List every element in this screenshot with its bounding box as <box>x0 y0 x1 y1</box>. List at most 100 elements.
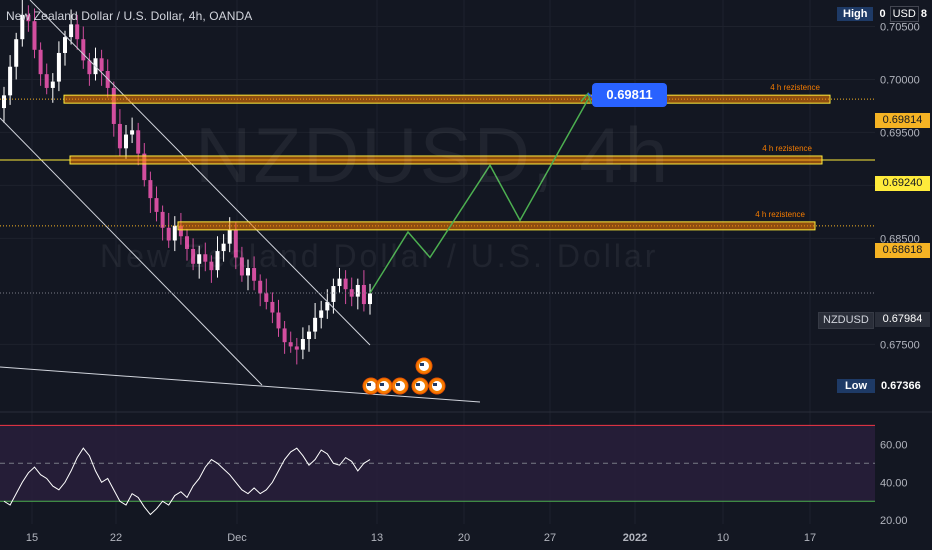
high-suffix: 8 <box>920 8 927 20</box>
candle-body <box>252 268 257 281</box>
candle-body <box>124 134 128 149</box>
candle-body <box>319 310 324 318</box>
last-price-tag: 0.67984 <box>875 312 930 327</box>
candle-body <box>361 284 366 305</box>
candle-body <box>160 211 165 228</box>
candle-body <box>172 225 177 241</box>
candle-body <box>209 261 214 271</box>
us-flag-canton <box>420 363 424 366</box>
candle-body <box>203 254 208 262</box>
us-flag-canton <box>433 383 437 386</box>
price-axis-tick: 0.67500 <box>880 339 920 351</box>
candle-body <box>87 60 92 75</box>
candle-body <box>111 87 116 124</box>
time-axis-tick: 17 <box>804 532 816 544</box>
candle-body <box>63 37 67 53</box>
candle-body <box>300 339 305 350</box>
us-flag-canton <box>367 383 371 386</box>
time-axis-tick: Dec <box>227 532 247 544</box>
candle-body <box>197 254 202 264</box>
candle-body <box>130 130 135 135</box>
candle-body <box>282 328 287 343</box>
candle-body <box>368 293 372 305</box>
candle-body <box>331 286 336 302</box>
high-value: 0 <box>873 7 888 21</box>
high-label: High <box>837 7 874 21</box>
time-axis-tick: 10 <box>717 532 729 544</box>
candle-body <box>337 278 342 287</box>
watermark-name: New Zealand Dollar / U.S. Dollar <box>100 238 659 274</box>
candle-body <box>355 284 360 297</box>
rsi-axis-tick: 20.00 <box>880 515 908 527</box>
candle-body <box>14 39 19 67</box>
rsi-axis-tick: 40.00 <box>880 477 908 489</box>
time-axis-tick: 22 <box>110 532 122 544</box>
chart-title: New Zealand Dollar / U.S. Dollar, 4h, OA… <box>6 9 253 23</box>
candle-body <box>294 346 299 350</box>
rsi-axis-tick: 60.00 <box>880 439 908 451</box>
price-axis-tick: 0.69500 <box>880 127 920 139</box>
time-axis-tick: 27 <box>544 532 556 544</box>
rsi-line <box>3 447 371 516</box>
candle-body <box>233 229 238 258</box>
candle-body <box>288 342 293 347</box>
projection-arrowhead <box>580 91 592 104</box>
candle-body <box>44 74 49 88</box>
time-axis-tick: 13 <box>371 532 383 544</box>
channel-upper-line <box>29 0 371 346</box>
zone-price-tag-2: 0.69240 <box>875 176 930 191</box>
zone-price-tag-1: 0.69814 <box>875 113 930 128</box>
support-trend-line <box>0 366 481 403</box>
resistance-zone <box>177 221 816 231</box>
candle-body <box>56 52 61 82</box>
candle-body <box>148 180 153 199</box>
symbol-tag: NZDUSD <box>818 312 874 329</box>
resistance-zone <box>69 155 823 165</box>
resistance-zone-label: 4 h rezistence <box>755 210 805 219</box>
low-box: Low 0.67366 <box>837 378 927 394</box>
candle-body <box>166 227 171 241</box>
candle-body <box>117 123 122 149</box>
us-flag-canton <box>380 383 384 386</box>
candle-body <box>276 312 281 329</box>
candle-body <box>191 248 196 264</box>
currency-label: USD <box>889 6 919 22</box>
candle-body <box>227 229 232 244</box>
candle-body <box>81 39 86 61</box>
candle-body <box>264 293 269 302</box>
candle-body <box>185 236 189 249</box>
candle-body <box>136 130 141 154</box>
time-axis-tick: 2022 <box>623 532 647 544</box>
resistance-zone <box>63 94 831 104</box>
low-label: Low <box>837 379 875 393</box>
us-flag-canton <box>416 383 420 386</box>
candle-body <box>154 198 159 212</box>
candle-body <box>32 21 37 50</box>
candle-body <box>38 49 43 75</box>
time-axis-tick: 20 <box>458 532 470 544</box>
projection-path <box>369 99 589 294</box>
candle-body <box>2 95 6 109</box>
candle-body <box>50 81 55 88</box>
candle-body <box>69 24 74 38</box>
zone-price-tag-3: 0.68618 <box>875 243 930 258</box>
candle-body <box>142 153 147 181</box>
price-axis-tick: 0.70500 <box>880 21 920 33</box>
candle-body <box>26 14 31 22</box>
time-axis-tick: 15 <box>26 532 38 544</box>
price-axis-tick: 0.70000 <box>880 74 920 86</box>
candle-body <box>221 243 226 252</box>
resistance-zone-label: 4 h rezistence <box>762 144 812 153</box>
high-box: High 0 USD 8 <box>837 6 929 22</box>
price-axis-tick: 0.68500 <box>880 233 920 245</box>
candle-body <box>239 257 244 276</box>
target-price-label: 0.69811 <box>592 83 667 107</box>
candle-body <box>313 317 318 332</box>
low-value: 0.67366 <box>875 379 927 393</box>
candle-body <box>178 225 183 237</box>
us-flag-canton <box>396 383 400 386</box>
candle-body <box>20 14 25 40</box>
candle-body <box>258 280 263 294</box>
